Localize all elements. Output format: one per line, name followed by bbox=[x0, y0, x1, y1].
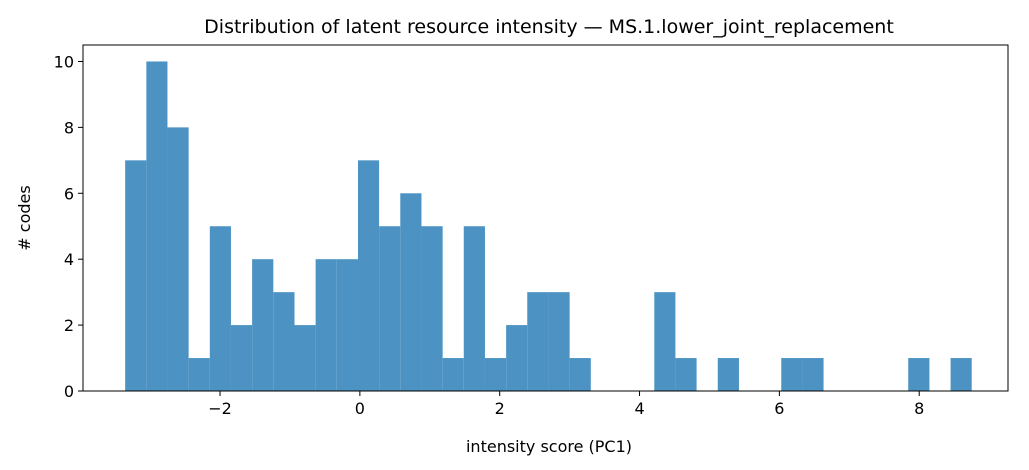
bar bbox=[294, 325, 316, 391]
bar bbox=[315, 259, 337, 391]
bar bbox=[188, 358, 210, 391]
bar bbox=[421, 226, 443, 391]
x-tick-label: 8 bbox=[914, 399, 924, 418]
bar bbox=[654, 292, 676, 391]
bar bbox=[230, 325, 253, 391]
bar bbox=[463, 226, 485, 391]
bar bbox=[908, 358, 930, 391]
y-axis-label: # codes bbox=[15, 185, 34, 250]
bar bbox=[209, 226, 231, 391]
x-tick-label: 0 bbox=[355, 399, 365, 418]
x-tick-label: 4 bbox=[634, 399, 644, 418]
bar bbox=[675, 358, 697, 391]
x-tick-label: 6 bbox=[774, 399, 784, 418]
bar bbox=[252, 259, 274, 391]
y-tick-label: 8 bbox=[64, 118, 74, 137]
bar bbox=[400, 193, 422, 391]
bar bbox=[950, 358, 972, 391]
bar bbox=[125, 160, 147, 391]
bar bbox=[146, 61, 168, 391]
y-tick-label: 6 bbox=[64, 184, 74, 203]
bar bbox=[569, 358, 591, 391]
x-tick-label: −2 bbox=[208, 399, 232, 418]
y-tick-label: 4 bbox=[64, 250, 74, 269]
bar bbox=[336, 259, 358, 391]
bar bbox=[527, 292, 549, 391]
y-tick-label: 2 bbox=[64, 316, 74, 335]
bar bbox=[781, 358, 803, 391]
bar bbox=[442, 358, 464, 391]
bar bbox=[802, 358, 824, 391]
bar bbox=[548, 292, 570, 391]
bar bbox=[379, 226, 401, 391]
chart-title: Distribution of latent resource intensit… bbox=[204, 16, 894, 38]
bar bbox=[484, 358, 507, 391]
plot-frame bbox=[82, 44, 1009, 392]
y-tick-label: 10 bbox=[54, 52, 74, 71]
bar bbox=[273, 292, 295, 391]
bar bbox=[717, 358, 739, 391]
x-axis-label: intensity score (PC1) bbox=[466, 437, 632, 456]
bar bbox=[167, 127, 189, 391]
bar bbox=[357, 160, 380, 391]
bar bbox=[506, 325, 528, 391]
x-tick-label: 2 bbox=[495, 399, 505, 418]
y-tick-label: 0 bbox=[64, 382, 74, 401]
